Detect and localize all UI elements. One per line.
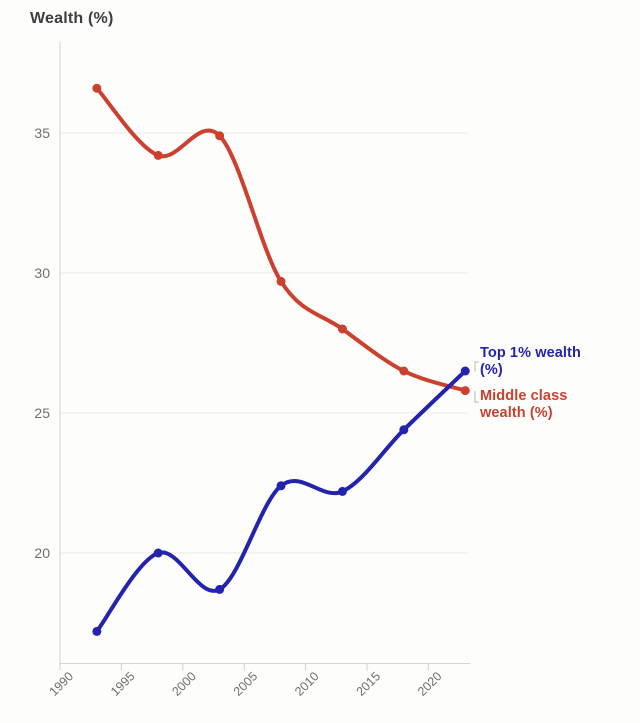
data-point-top-1-percent-wealth <box>92 626 102 636</box>
data-point-middle-class-wealth <box>92 83 102 93</box>
data-point-top-1-percent-wealth <box>276 481 286 491</box>
y-tick-label: 25 <box>34 405 50 421</box>
label-leader-top-1-percent <box>474 361 479 372</box>
data-point-middle-class-wealth <box>399 366 409 376</box>
data-point-middle-class-wealth <box>153 150 163 160</box>
data-point-top-1-percent-wealth <box>460 366 470 376</box>
series-label-middle-class: Middle class wealth (%) <box>480 388 610 422</box>
x-tick-label: 1995 <box>108 669 138 699</box>
label-leader-middle-class <box>474 391 479 403</box>
chart-title: Wealth (%) <box>30 10 114 27</box>
data-point-middle-class-wealth <box>215 131 225 141</box>
x-tick-label: 2020 <box>415 669 445 699</box>
x-tick-label: 2015 <box>354 669 384 699</box>
data-point-top-1-percent-wealth <box>153 548 163 558</box>
series-label-line: Middle class <box>480 388 568 404</box>
x-tick-label: 2000 <box>169 669 199 699</box>
x-tick-label: 1990 <box>47 669 77 699</box>
series-label-line: wealth (%) <box>480 405 553 421</box>
x-tick-label: 2010 <box>292 669 322 699</box>
x-tick-label: 2005 <box>231 669 261 699</box>
series-label-line: (%) <box>480 362 503 378</box>
series-line-top-1-percent-wealth <box>94 369 468 634</box>
series-label-top-1-percent: Top 1% wealth (%) <box>480 345 610 379</box>
series-line-middle-class-wealth <box>94 86 468 393</box>
data-point-top-1-percent-wealth <box>215 584 225 594</box>
y-tick-label: 20 <box>34 545 50 561</box>
series-label-line: Top 1% wealth <box>480 345 581 361</box>
data-point-middle-class-wealth <box>460 386 470 396</box>
data-point-middle-class-wealth <box>337 324 347 334</box>
y-tick-label: 30 <box>34 265 50 281</box>
data-point-top-1-percent-wealth <box>337 486 347 496</box>
data-point-middle-class-wealth <box>276 276 286 286</box>
y-tick-label: 35 <box>34 125 50 141</box>
data-point-top-1-percent-wealth <box>399 425 409 435</box>
